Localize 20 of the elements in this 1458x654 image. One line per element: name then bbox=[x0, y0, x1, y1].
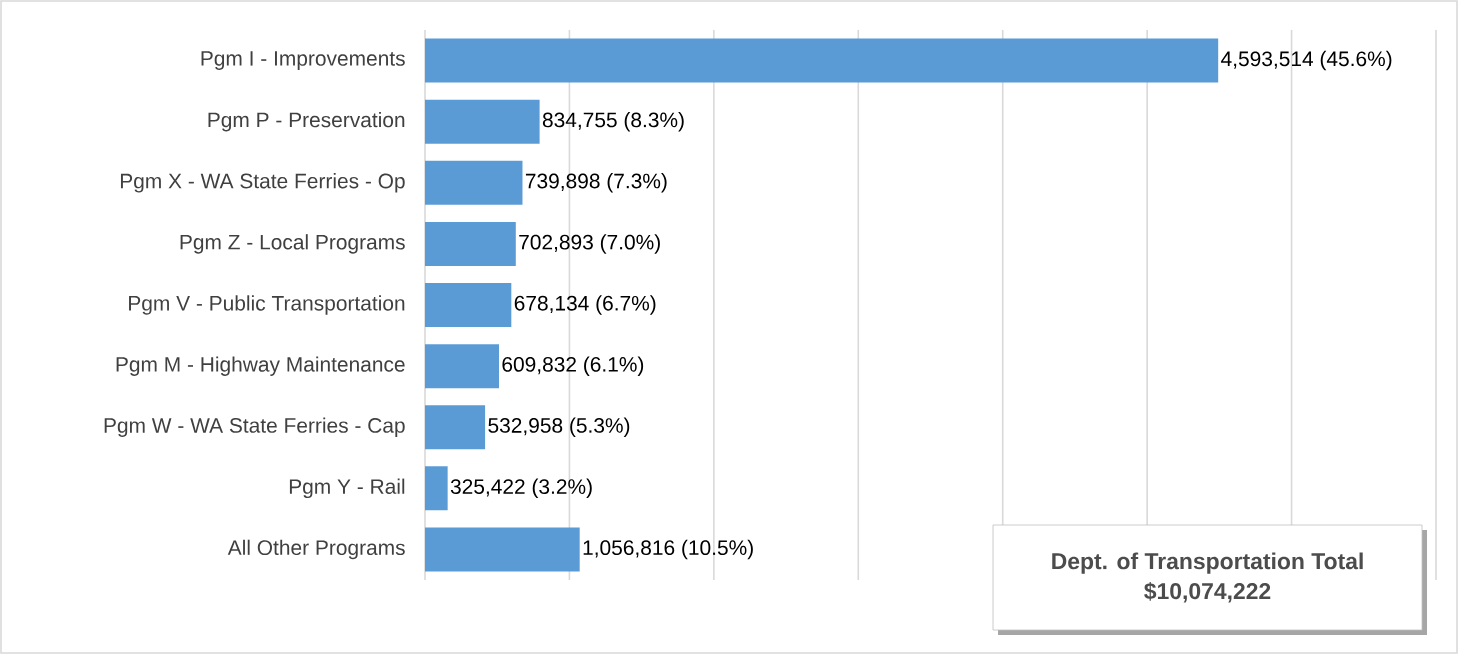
y-tick-label: Pgm V - Public Transportation bbox=[129, 295, 405, 315]
y-tick-label: Pgm W - WA State Ferries - Cap bbox=[104, 417, 405, 437]
data-label: 325,422 (3.2%) bbox=[450, 478, 592, 499]
y-tick-label: Pgm M - Highway Maintenance bbox=[116, 356, 405, 376]
data-label: 834,755 (8.3%) bbox=[542, 111, 684, 132]
data-label: 1,056,816 (10.5%) bbox=[583, 539, 753, 560]
y-tick-label: Pgm X - WA State Ferries - Op bbox=[120, 173, 405, 193]
y-tick-label: Pgm Z - Local Programs bbox=[180, 234, 405, 254]
y-tick-label: Pgm P - Preservation bbox=[208, 111, 405, 132]
y-tick-label: All Other Programs bbox=[227, 539, 405, 560]
y-tick-label: Pgm I - Improvements bbox=[201, 51, 405, 70]
text: $10,074,222 bbox=[1144, 581, 1271, 603]
annotation: Dept. of Transportation Total bbox=[1052, 552, 1363, 574]
data-label: 609,832 (6.1%) bbox=[502, 356, 644, 376]
data-label: 532,958 (5.3%) bbox=[488, 417, 630, 437]
data-label: 4,593,514 (45.6%) bbox=[1221, 50, 1392, 71]
y-tick-label: Pgm Y - Rail bbox=[289, 478, 405, 499]
data-label: 678,134 (6.7%) bbox=[514, 295, 656, 315]
data-label: 702,893 (7.0%) bbox=[519, 234, 660, 254]
data-label: 739,898 (7.3%) bbox=[525, 173, 667, 193]
